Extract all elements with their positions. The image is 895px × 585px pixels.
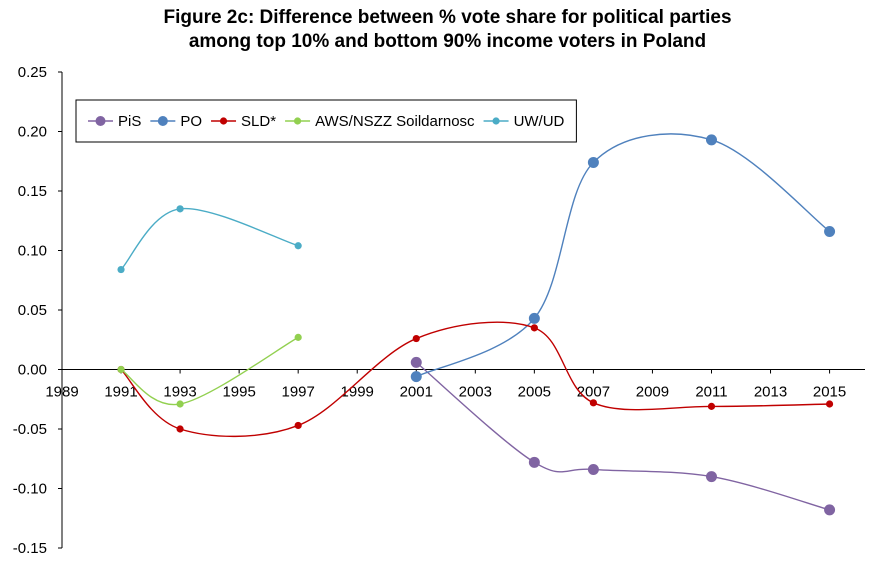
x-tick-label: 2011 bbox=[695, 384, 727, 401]
data-point-aws-nszz-soildarnosc bbox=[176, 400, 184, 408]
y-tick-label: 0.00 bbox=[18, 362, 47, 379]
data-point-uw-ud bbox=[176, 205, 184, 213]
data-point-sld bbox=[294, 421, 302, 430]
x-tick-label: 2007 bbox=[577, 384, 610, 401]
x-tick-label: 2013 bbox=[754, 384, 787, 401]
legend-marker-pis bbox=[95, 116, 106, 126]
axes-group: 0.25 0.20 0.15 0.10 0.05 0.00 -0.05 -0.10 -0.15 1… bbox=[13, 64, 865, 557]
data-point-pis bbox=[587, 463, 599, 475]
x-tick-label: 2009 bbox=[636, 384, 669, 401]
series-line-uw-ud bbox=[120, 207, 299, 271]
legend-marker-aws-nszz-soildarnosc bbox=[293, 117, 302, 125]
data-point-po bbox=[824, 225, 836, 237]
data-point-pis bbox=[705, 471, 717, 483]
y-tick-label: 0.10 bbox=[18, 243, 47, 260]
data-point-po bbox=[410, 371, 422, 383]
chart-title-line-2: among top 10% and bottom 90% income vote… bbox=[188, 31, 707, 52]
data-point-uw-ud bbox=[294, 242, 302, 250]
legend-label-po: PO bbox=[180, 113, 202, 130]
data-point-po bbox=[528, 312, 540, 324]
y-tick-label: 0.20 bbox=[18, 124, 47, 141]
x-tick-label: 2003 bbox=[459, 384, 492, 401]
legend-label-sld: SLD* bbox=[241, 113, 276, 130]
series-line-aws-nszz-soildarnosc bbox=[120, 336, 299, 406]
data-point-po bbox=[705, 134, 717, 146]
chart-title-line-1: Figure 2c: Difference between % vote sha… bbox=[163, 7, 732, 28]
legend-label-pis: PiS bbox=[118, 113, 141, 130]
y-tick-label: -0.15 bbox=[13, 540, 47, 557]
data-point-po bbox=[587, 156, 599, 168]
chart-title: Figure 2c: Difference between % vote sha… bbox=[0, 6, 895, 54]
legend-marker-po bbox=[157, 116, 168, 126]
x-tick-label: 1997 bbox=[281, 384, 314, 401]
y-tick-label: -0.05 bbox=[13, 421, 47, 438]
data-point-sld bbox=[412, 334, 420, 343]
data-point-sld bbox=[825, 400, 834, 408]
data-point-pis bbox=[824, 504, 836, 516]
data-point-sld bbox=[707, 402, 716, 410]
data-point-sld bbox=[176, 425, 184, 433]
x-tick-label: 2005 bbox=[518, 384, 551, 401]
y-tick-label: -0.10 bbox=[13, 481, 47, 498]
legend: PiS PO SLD* AWS/NSZZ Soildarnosc UW/UD bbox=[75, 99, 577, 143]
x-tick-label: 2015 bbox=[813, 384, 846, 401]
series-line-sld bbox=[120, 321, 830, 438]
legend-marker-sld bbox=[219, 117, 228, 125]
legend-label-aws-nszz-soildarnosc: AWS/NSZZ Soildarnosc bbox=[315, 113, 475, 130]
x-tick-label: 1989 bbox=[45, 384, 78, 401]
data-point-sld bbox=[589, 399, 597, 407]
legend-marker-uw-ud bbox=[492, 117, 500, 125]
x-tick-label: 1991 bbox=[104, 384, 137, 401]
y-tick-label: 0.05 bbox=[18, 302, 47, 319]
data-point-pis bbox=[528, 456, 540, 468]
series-line-po bbox=[415, 133, 831, 378]
series-markers-group bbox=[117, 134, 836, 516]
x-tick-label: 1999 bbox=[341, 384, 374, 401]
x-tick-label: 1995 bbox=[222, 384, 255, 401]
y-tick-label: 0.25 bbox=[18, 64, 47, 81]
data-point-aws-nszz-soildarnosc bbox=[117, 365, 125, 374]
x-tick-label: 1993 bbox=[163, 384, 196, 401]
y-tick-label: 0.15 bbox=[18, 183, 47, 200]
data-point-uw-ud bbox=[117, 265, 125, 274]
x-tick-label: 2001 bbox=[400, 384, 433, 401]
series-lines-group bbox=[120, 133, 831, 511]
data-point-sld bbox=[530, 324, 538, 332]
data-point-pis bbox=[410, 356, 422, 368]
legend-label-uw-ud: UW/UD bbox=[514, 113, 565, 130]
data-point-aws-nszz-soildarnosc bbox=[294, 333, 302, 341]
